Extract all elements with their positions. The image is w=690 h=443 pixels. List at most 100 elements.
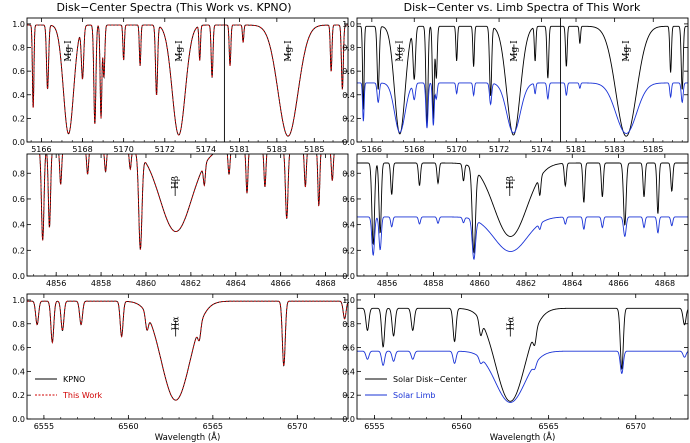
y-tick-label: 0.8 (342, 320, 355, 329)
y-tick-label: 0.6 (12, 344, 25, 353)
x-axis-label: Wavelength (Å) (490, 431, 556, 443)
y-tick-label: 0.0 (342, 272, 355, 281)
x-tick-label: 5166 (362, 145, 382, 154)
plot-frame (356, 17, 689, 143)
right-column-title: Disk−Center vs. Limb Spectra of This Wor… (404, 1, 641, 14)
y-tick-label: 0.8 (342, 169, 355, 178)
x-tick-label: 4856 (46, 279, 66, 288)
line-annotation: Mg I (395, 40, 405, 62)
line-annotation: Mg I (175, 40, 185, 62)
x-tick-label: 5168 (72, 145, 92, 154)
legend-entry: This Work (62, 391, 103, 400)
line-annotation: Hβ (506, 176, 516, 189)
x-tick-label: 6555 (34, 422, 54, 431)
y-tick-label: 1.0 (12, 296, 25, 305)
y-tick-label: 1.0 (342, 296, 355, 305)
curves (357, 25, 688, 137)
x-tick-label: 4864 (562, 279, 582, 288)
x-tick-label: 6565 (203, 422, 223, 431)
y-tick-label: 0.2 (12, 391, 25, 400)
y-tick-label: 0.4 (12, 91, 25, 100)
y-tick-label: 0.8 (342, 44, 355, 53)
y-tick-label: 0.8 (12, 169, 25, 178)
series-line-primary (357, 307, 688, 402)
x-tick-label: 5174 (531, 145, 551, 154)
series-line-primary (39, 154, 335, 250)
x-tick-label: 5183 (267, 145, 287, 154)
legend-entry: KPNO (63, 375, 85, 384)
y-tick-label: 0.2 (12, 246, 25, 255)
y-tick-label: 1.0 (12, 20, 25, 29)
left-column-title: Disk−Center Spectra (This Work vs. KPNO) (56, 1, 291, 14)
x-tick-label: 4858 (423, 279, 443, 288)
series-line-primary (27, 300, 348, 401)
x-tick-label: 4862 (181, 279, 201, 288)
y-tick-label: 0.0 (12, 138, 25, 147)
y-tick-label: 0.8 (12, 44, 25, 53)
x-tick-label: 4868 (655, 279, 675, 288)
panel-hb-left: 0.0 0.2 0.4 0.6 0.8 4856 4858 4860 4862 4864 4866 4… (12, 153, 349, 288)
line-annotation: Hα (506, 317, 516, 331)
x-tick-label: 5166 (31, 145, 51, 154)
series-line-secondary (27, 24, 225, 136)
series-line-secondary (560, 82, 688, 134)
x-tick-label: 5185 (643, 145, 663, 154)
x-tick-label: 4858 (91, 279, 111, 288)
y-tick-label: 0.4 (342, 367, 355, 376)
y-tick-label: 0.8 (12, 320, 25, 329)
x-tick-label: 4856 (377, 279, 397, 288)
line-annotation: Mg I (622, 40, 632, 62)
x-tick-label: 4866 (270, 279, 290, 288)
y-tick-label: 1.0 (342, 20, 355, 29)
y-tick-label: 0.4 (12, 221, 25, 230)
series-line-primary (357, 162, 688, 254)
plot-frame (26, 153, 349, 277)
y-tick-label: 0.6 (12, 67, 25, 76)
x-tick-label: 5174 (196, 145, 216, 154)
panel-mg-right: 0.0 0.2 0.4 0.6 0.8 1.0 5166 5168 5170 5172 5174 51… (342, 17, 689, 154)
plot-frame (356, 153, 689, 277)
plot-frame (356, 293, 689, 420)
legend-entry: Solar Disk−Center (393, 375, 467, 384)
curves (27, 300, 348, 401)
x-axis-label: Wavelength (Å) (155, 431, 221, 443)
x-tick-label: 5183 (604, 145, 624, 154)
y-tick-label: 0.4 (342, 221, 355, 230)
x-tick-label: 6565 (538, 422, 558, 431)
y-tick-label: 0.6 (12, 195, 25, 204)
x-tick-label: 5181 (229, 145, 249, 154)
x-tick-label: 5181 (566, 145, 586, 154)
x-tick-label: 5170 (113, 145, 133, 154)
series-line-primary (224, 24, 348, 137)
line-annotation: Mg I (64, 40, 74, 62)
y-tick-label: 0.6 (342, 195, 355, 204)
x-tick-label: 6560 (451, 422, 471, 431)
series-line-primary (27, 24, 225, 136)
y-tick-label: 0.2 (342, 246, 355, 255)
y-tick-label: 0.4 (12, 367, 25, 376)
panel-ha-right: 0.0 0.2 0.4 0.6 0.8 1.0 6555 6560 6565 6570 Hα Sola… (342, 293, 689, 443)
line-annotation: Hβ (171, 176, 181, 189)
y-tick-label: 0.2 (342, 114, 355, 123)
y-tick-label: 0.4 (342, 91, 355, 100)
x-tick-label: 6570 (626, 422, 646, 431)
x-tick-label: 4868 (315, 279, 335, 288)
series-line-secondary (357, 350, 688, 403)
y-tick-label: 0.6 (342, 344, 355, 353)
line-annotation: Mg I (284, 40, 294, 62)
panel-ha-left: 0.0 0.2 0.4 0.6 0.8 1.0 6555 6560 6565 6570 Hα KPNO… (12, 293, 349, 443)
y-tick-label: 0.2 (342, 391, 355, 400)
x-tick-label: 4860 (136, 279, 156, 288)
y-tick-label: 0.0 (12, 272, 25, 281)
series-line-secondary (39, 154, 335, 250)
panel-mg-left: 0.0 0.2 0.4 0.6 0.8 1.0 5166 5168 5170 5172 5174 51… (12, 17, 349, 154)
x-tick-label: 5172 (489, 145, 509, 154)
y-tick-label: 0.0 (12, 415, 25, 424)
y-tick-label: 0.6 (342, 67, 355, 76)
curves (357, 162, 688, 261)
series-line-primary (357, 25, 561, 136)
series-line-secondary (27, 300, 348, 401)
curves (357, 307, 688, 403)
y-tick-label: 0.0 (342, 138, 355, 147)
